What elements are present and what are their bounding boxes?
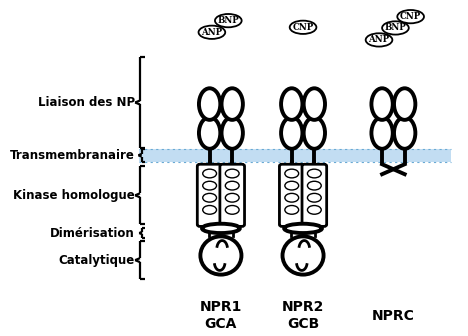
Ellipse shape: [394, 117, 416, 149]
Ellipse shape: [394, 88, 416, 120]
Ellipse shape: [203, 169, 217, 178]
Text: BNP: BNP: [218, 16, 239, 25]
Ellipse shape: [372, 117, 393, 149]
Ellipse shape: [307, 206, 321, 214]
Text: Liaison des NP: Liaison des NP: [37, 96, 135, 109]
Ellipse shape: [281, 88, 302, 120]
Ellipse shape: [372, 88, 393, 120]
Ellipse shape: [221, 117, 243, 149]
Ellipse shape: [221, 88, 243, 120]
Text: CNP: CNP: [292, 23, 314, 32]
Ellipse shape: [397, 10, 424, 23]
Text: Catalytique: Catalytique: [58, 254, 135, 267]
Ellipse shape: [285, 194, 299, 202]
Ellipse shape: [199, 88, 220, 120]
FancyBboxPatch shape: [302, 164, 327, 226]
Bar: [139, 149, 451, 162]
Ellipse shape: [285, 169, 299, 178]
Ellipse shape: [203, 181, 217, 190]
Ellipse shape: [199, 117, 220, 149]
Ellipse shape: [307, 169, 321, 178]
Ellipse shape: [215, 14, 241, 27]
Ellipse shape: [203, 206, 217, 214]
Ellipse shape: [366, 33, 392, 47]
Ellipse shape: [285, 181, 299, 190]
Ellipse shape: [225, 169, 239, 178]
Text: NPR1
GCA: NPR1 GCA: [200, 300, 242, 332]
Text: Transmembranaire: Transmembranaire: [10, 149, 135, 162]
Ellipse shape: [307, 181, 321, 190]
Ellipse shape: [202, 224, 240, 233]
Text: ANP: ANP: [201, 28, 222, 37]
Ellipse shape: [283, 237, 323, 275]
Text: NPR2
GCB: NPR2 GCB: [282, 300, 324, 332]
Text: NPRC: NPRC: [372, 309, 415, 323]
Ellipse shape: [200, 237, 241, 275]
Ellipse shape: [285, 206, 299, 214]
Ellipse shape: [304, 88, 325, 120]
Ellipse shape: [382, 21, 409, 35]
Text: BNP: BNP: [385, 24, 406, 33]
FancyBboxPatch shape: [220, 164, 244, 226]
Ellipse shape: [281, 117, 302, 149]
Text: Kinase homologue: Kinase homologue: [13, 189, 135, 202]
Ellipse shape: [284, 224, 322, 233]
FancyBboxPatch shape: [197, 164, 222, 226]
Ellipse shape: [225, 181, 239, 190]
Ellipse shape: [203, 194, 217, 202]
Ellipse shape: [225, 206, 239, 214]
Text: CNP: CNP: [400, 12, 421, 21]
Ellipse shape: [198, 26, 225, 39]
Text: ANP: ANP: [368, 35, 389, 44]
Ellipse shape: [307, 194, 321, 202]
Ellipse shape: [225, 194, 239, 202]
Ellipse shape: [304, 117, 325, 149]
FancyBboxPatch shape: [279, 164, 304, 226]
Text: Dimérisation: Dimérisation: [50, 226, 135, 240]
Ellipse shape: [290, 20, 316, 34]
